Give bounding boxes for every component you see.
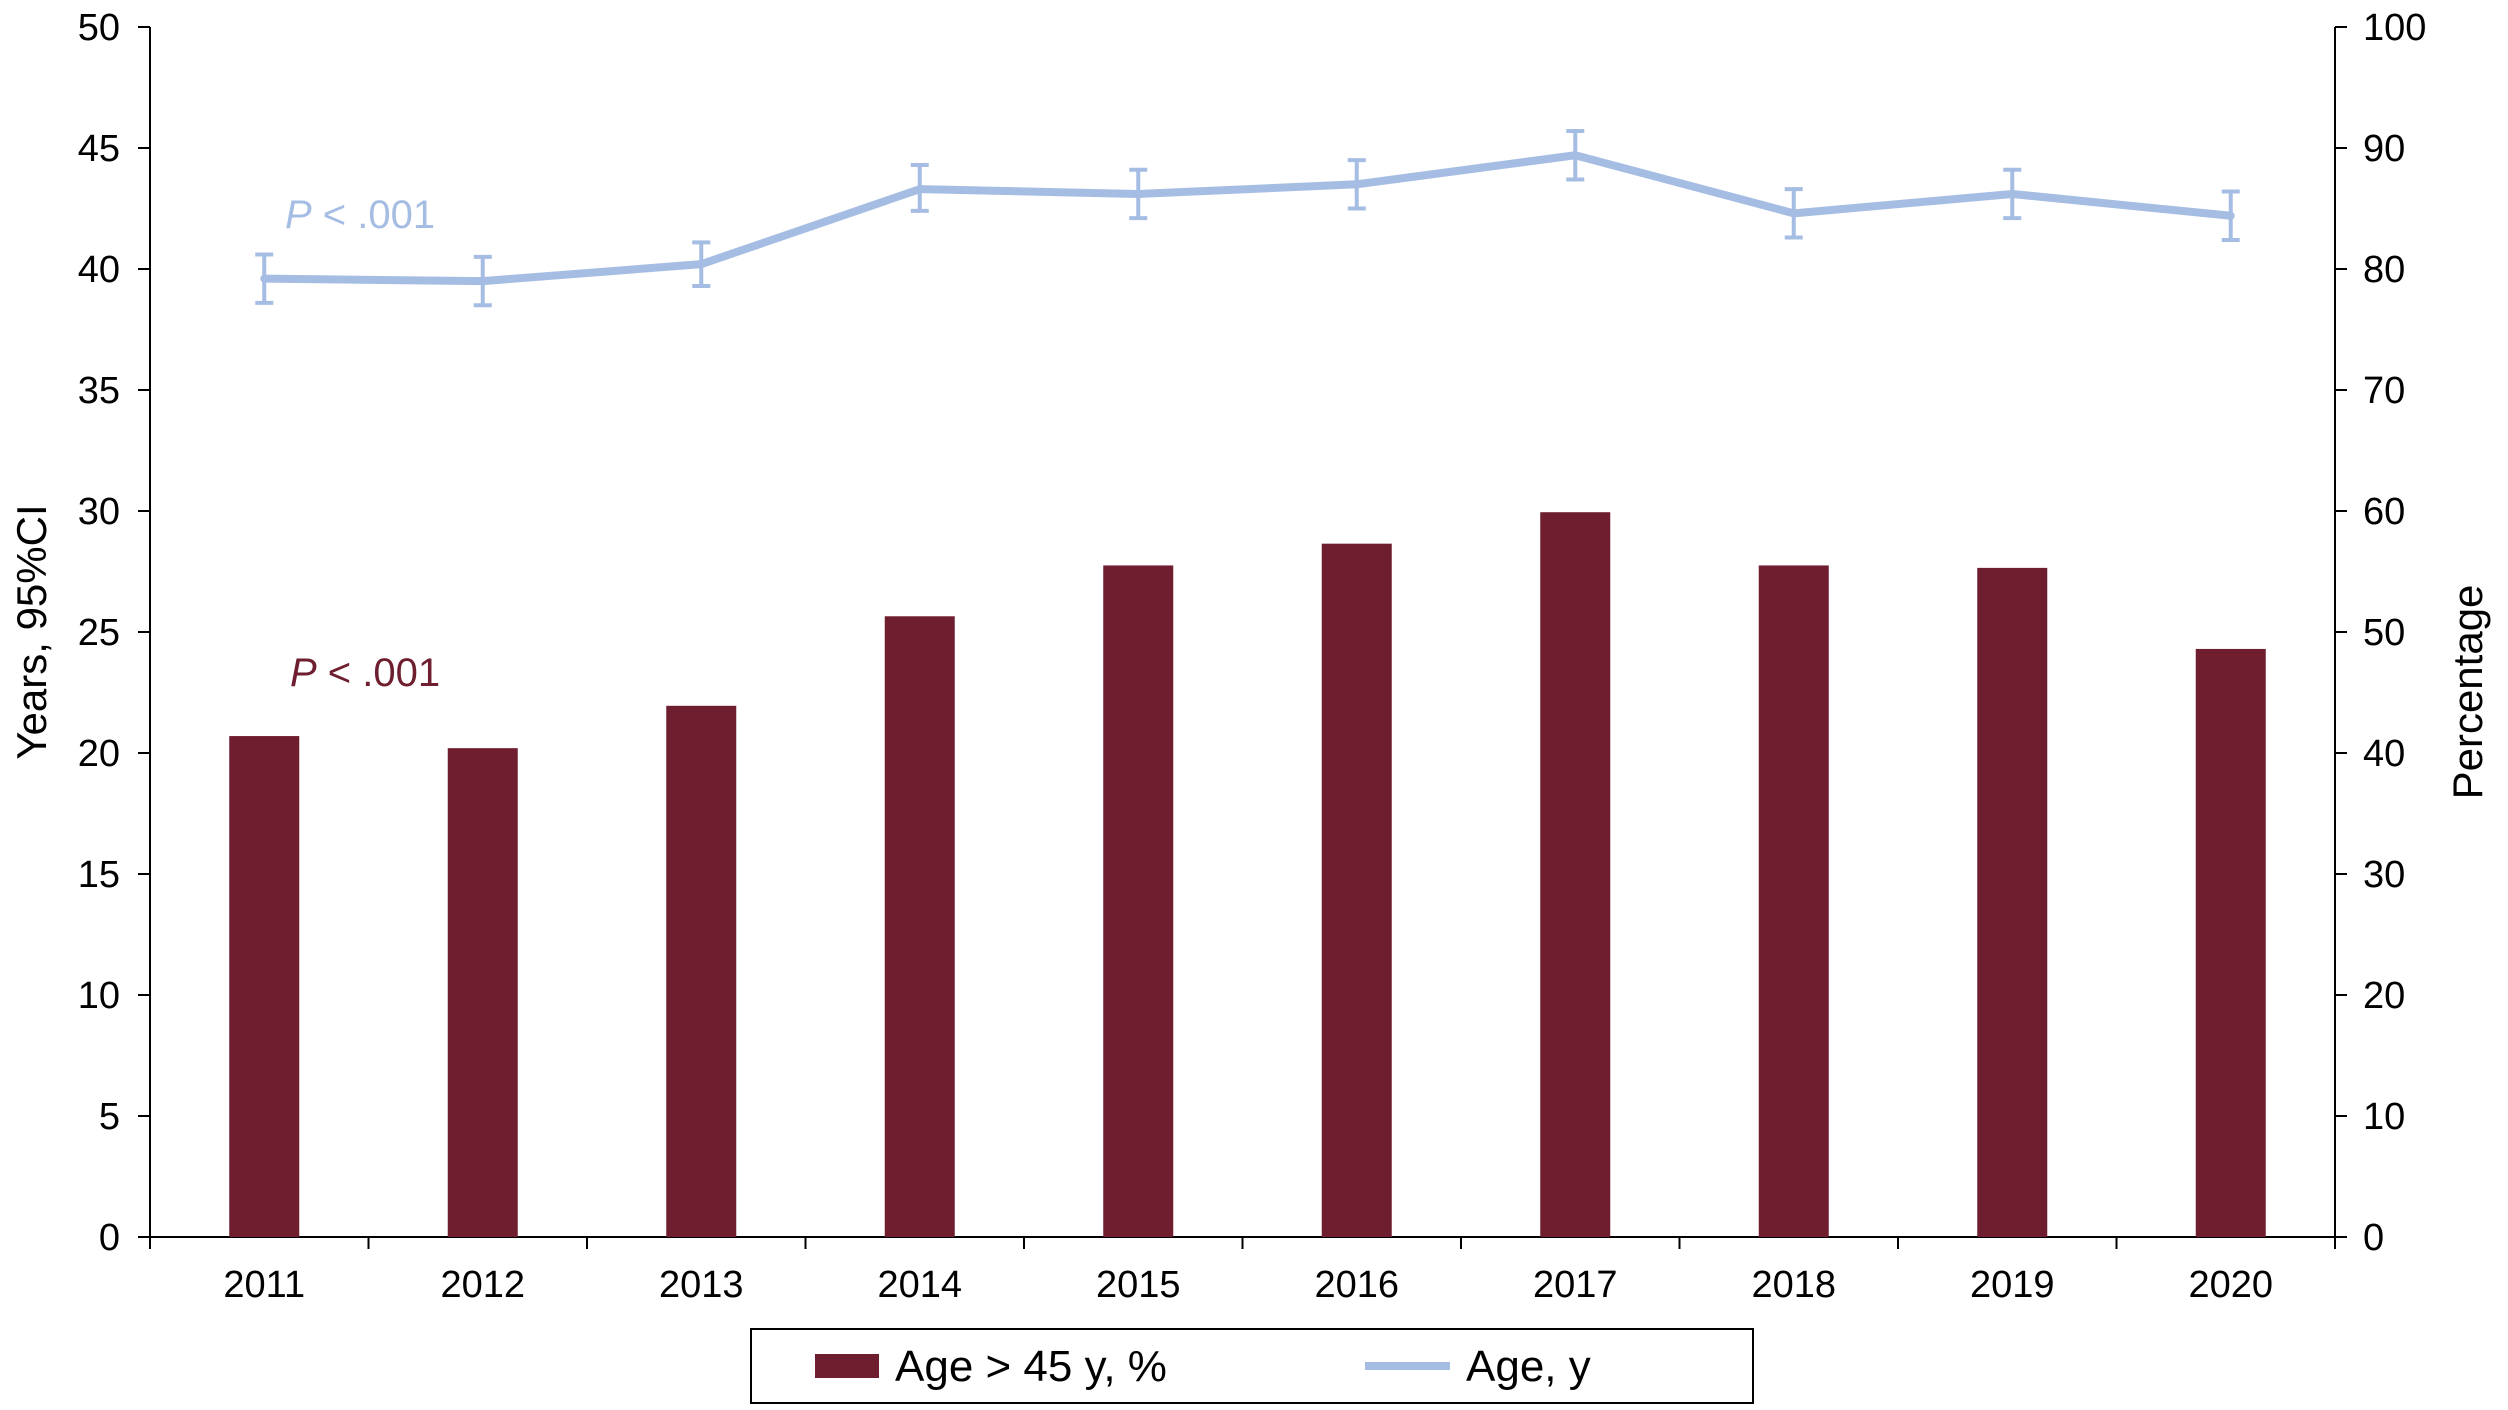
right-tick-label: 0: [2363, 1217, 2384, 1259]
bar-2014: [884, 616, 955, 1237]
p-text: < .001: [317, 651, 440, 695]
legend-label-line: Age, y: [1466, 1342, 1591, 1391]
bar-2016: [1321, 543, 1392, 1237]
right-tick-label: 40: [2363, 733, 2405, 775]
x-tick-label: 2015: [1096, 1264, 1181, 1306]
line-point-2017: [1571, 151, 1580, 160]
p-value-annotation: P < .001: [285, 193, 435, 237]
left-tick-label: 0: [99, 1217, 120, 1259]
right-tick-label: 100: [2363, 7, 2426, 49]
left-tick-label: 45: [78, 128, 120, 170]
right-tick-label: 60: [2363, 491, 2405, 533]
legend: Age > 45 y, % Age, y: [750, 1328, 1754, 1404]
left-axis-title: Years, 95%CI: [8, 504, 55, 759]
bar-2015: [1103, 565, 1174, 1237]
bars-layer: [229, 512, 2266, 1237]
line-point-2018: [1789, 209, 1798, 218]
legend-label-bar: Age > 45 y, %: [895, 1342, 1167, 1391]
left-tick-label: 30: [78, 491, 120, 533]
left-tick-label: 35: [78, 370, 120, 412]
line-point-2012: [478, 277, 487, 286]
p-text: < .001: [312, 193, 435, 237]
line-point-2016: [1352, 180, 1361, 189]
right-tick-label: 50: [2363, 612, 2405, 654]
bar-2019: [1977, 567, 2048, 1237]
x-tick-label: 2012: [440, 1264, 525, 1306]
p-value-annotation: P < .001: [290, 651, 440, 695]
line-point-2015: [1134, 189, 1143, 198]
bar-2013: [666, 705, 737, 1237]
left-tick-label: 10: [78, 975, 120, 1017]
line-point-2020: [2226, 211, 2235, 220]
x-tick-label: 2014: [877, 1264, 962, 1306]
legend-swatch-bar: [815, 1354, 879, 1378]
x-tick-label: 2018: [1751, 1264, 1836, 1306]
right-tick-label: 90: [2363, 128, 2405, 170]
bar-2012: [447, 748, 518, 1237]
x-tick-label: 2017: [1533, 1264, 1618, 1306]
bar-2017: [1540, 512, 1611, 1237]
line-point-2011: [260, 274, 269, 283]
right-tick-label: 20: [2363, 975, 2405, 1017]
x-tick-label: 2016: [1314, 1264, 1399, 1306]
p-italic: P: [285, 193, 312, 237]
left-tick-label: 20: [78, 733, 120, 775]
p-italic: P: [290, 651, 317, 695]
left-tick-label: 50: [78, 7, 120, 49]
bar-2018: [1758, 565, 1829, 1237]
bar-2011: [229, 736, 300, 1237]
left-tick-label: 25: [78, 612, 120, 654]
right-tick-label: 30: [2363, 854, 2405, 896]
right-tick-label: 10: [2363, 1096, 2405, 1138]
line-point-2013: [697, 260, 706, 269]
x-tick-label: 2019: [1970, 1264, 2055, 1306]
line-point-2019: [2008, 189, 2017, 198]
age-line: [264, 151, 2232, 286]
legend-box: [750, 1328, 1754, 1404]
line-point-2014: [915, 185, 924, 194]
left-tick-label: 15: [78, 854, 120, 896]
line-layer: [255, 129, 2240, 308]
x-tick-label: 2020: [2188, 1264, 2273, 1306]
right-axis-title: Percentage: [2444, 585, 2491, 800]
left-tick-label: 40: [78, 249, 120, 291]
right-tick-label: 70: [2363, 370, 2405, 412]
bar-2020: [2195, 648, 2266, 1237]
right-tick-label: 80: [2363, 249, 2405, 291]
left-tick-label: 5: [99, 1096, 120, 1138]
x-tick-label: 2011: [223, 1264, 305, 1306]
labels-layer: 0 5 10 15 20 25 30 35 40 45 50 0 10 20 30 40 50 60 70 80 90 1…: [8, 7, 2491, 1306]
x-tick-label: 2013: [659, 1264, 744, 1306]
